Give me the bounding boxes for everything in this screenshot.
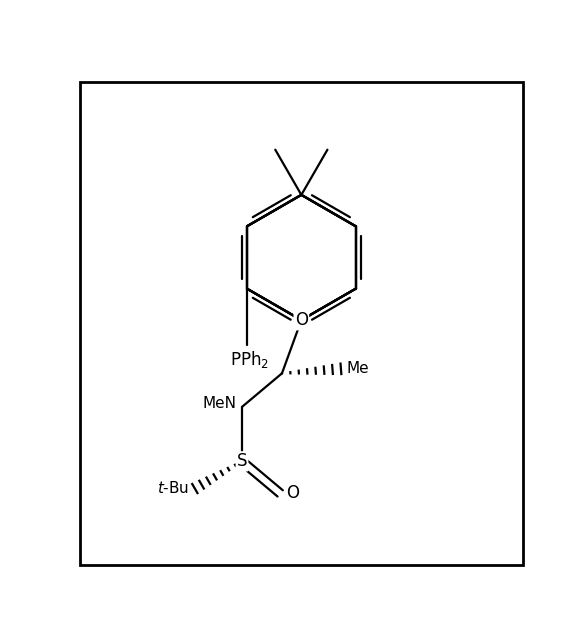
Text: PPh$_2$: PPh$_2$: [230, 349, 269, 370]
Text: O: O: [295, 311, 308, 329]
Text: MeN: MeN: [202, 395, 236, 411]
Text: Me: Me: [346, 362, 369, 376]
Text: O: O: [286, 485, 299, 503]
Text: S: S: [237, 453, 247, 470]
Text: $t$-Bu: $t$-Bu: [157, 479, 189, 495]
